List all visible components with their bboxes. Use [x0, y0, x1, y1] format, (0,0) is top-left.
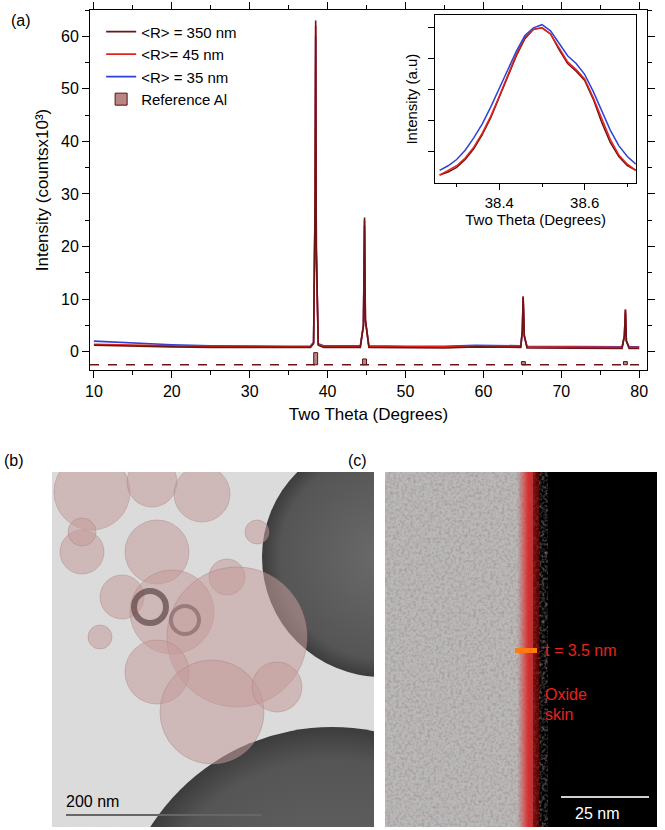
svg-text:40: 40 — [319, 383, 337, 400]
svg-text:25 nm: 25 nm — [575, 805, 619, 822]
svg-text:<R>= 45 nm: <R>= 45 nm — [141, 46, 224, 63]
svg-text:Intensity (countsx10³): Intensity (countsx10³) — [33, 109, 52, 272]
svg-text:Oxideskin: Oxideskin — [545, 686, 587, 723]
svg-text:Reference Al: Reference Al — [141, 91, 227, 108]
svg-text:38.4: 38.4 — [485, 194, 514, 211]
svg-text:50: 50 — [397, 383, 415, 400]
svg-text:Two Theta (Degrees): Two Theta (Degrees) — [289, 405, 448, 424]
svg-text:<R> = 350 nm: <R> = 350 nm — [141, 24, 236, 41]
svg-text:Two Theta (Degrees): Two Theta (Degrees) — [465, 211, 606, 228]
svg-text:20: 20 — [61, 238, 79, 255]
svg-text:Intensity (a.u): Intensity (a.u) — [403, 54, 420, 145]
svg-text:10: 10 — [61, 291, 79, 308]
svg-text:(a): (a) — [11, 12, 31, 29]
svg-text:t = 3.5 nm: t = 3.5 nm — [545, 642, 617, 659]
svg-text:30: 30 — [241, 383, 259, 400]
svg-text:70: 70 — [552, 383, 570, 400]
svg-text:30: 30 — [61, 186, 79, 203]
svg-text:40: 40 — [61, 133, 79, 150]
svg-text:38.6: 38.6 — [570, 194, 599, 211]
svg-text:20: 20 — [163, 383, 181, 400]
html-text:(c): (c) — [348, 452, 367, 469]
svg-text:0: 0 — [70, 343, 79, 360]
svg-text:60: 60 — [61, 28, 79, 45]
svg-text:10: 10 — [85, 383, 103, 400]
svg-text:200 nm: 200 nm — [66, 793, 119, 810]
svg-text:80: 80 — [630, 383, 648, 400]
svg-text:60: 60 — [475, 383, 493, 400]
svg-text:50: 50 — [61, 80, 79, 97]
html-text:(b): (b) — [4, 452, 24, 469]
svg-text:<R> = 35 nm: <R> = 35 nm — [141, 69, 228, 86]
